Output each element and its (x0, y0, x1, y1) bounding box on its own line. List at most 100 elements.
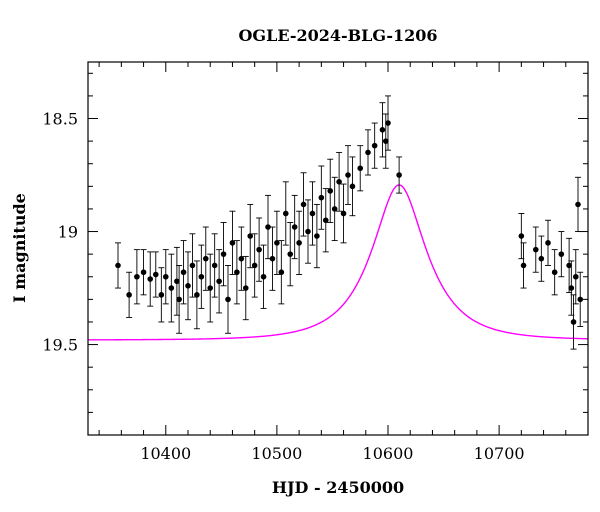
data-marker (379, 127, 386, 133)
data-marker (162, 273, 169, 280)
data-point (313, 203, 320, 269)
plot-frame (87, 61, 589, 436)
data-point (577, 271, 584, 327)
data-point (168, 253, 175, 323)
data-marker (345, 172, 351, 178)
data-marker (229, 240, 236, 246)
data-point (242, 255, 249, 321)
data-marker (211, 262, 218, 269)
data-point (260, 244, 267, 309)
data-marker (168, 285, 175, 291)
data-point (558, 231, 565, 278)
data-marker (340, 210, 347, 217)
data-point (229, 210, 236, 275)
data-point (520, 242, 527, 289)
data-point (162, 249, 169, 305)
x-axis-title: HJD - 2450000 (272, 478, 404, 497)
data-point (291, 194, 298, 260)
data-point (278, 240, 285, 305)
data-marker (185, 283, 191, 289)
data-marker (234, 269, 240, 276)
model-curve (88, 184, 588, 341)
data-marker (318, 194, 325, 201)
data-point (225, 265, 231, 334)
data-marker (220, 251, 227, 257)
data-point (265, 194, 271, 260)
axis-tick-labels: 10400 10500 10600 10700 18.5 19 19.5 (42, 110, 524, 463)
data-point (309, 181, 316, 246)
data-marker (265, 224, 271, 230)
data-marker (371, 142, 378, 149)
data-point (371, 122, 378, 169)
data-point (545, 219, 551, 266)
data-marker (532, 246, 539, 253)
data-point (318, 165, 325, 230)
data-point (147, 251, 154, 307)
data-point (551, 249, 558, 296)
data-point (133, 249, 140, 305)
data-marker (322, 217, 329, 224)
data-point (238, 226, 245, 291)
data-marker (518, 233, 525, 239)
data-marker (382, 138, 389, 144)
data-point (193, 260, 200, 330)
data-marker (520, 262, 527, 269)
chart-title: OGLE-2024-BLG-1206 (238, 26, 437, 45)
data-marker (575, 201, 581, 208)
data-marker (269, 255, 276, 262)
data-marker (216, 278, 222, 285)
plot-area (88, 95, 588, 350)
data-marker (158, 292, 165, 298)
data-point (340, 183, 347, 244)
data-marker (251, 262, 258, 269)
data-marker (225, 296, 231, 303)
data-marker (577, 296, 584, 303)
data-point (300, 172, 307, 237)
y-tick-label: 19 (58, 223, 78, 242)
data-marker (568, 285, 575, 291)
x-tick-label: 10600 (363, 444, 414, 463)
data-marker (140, 269, 147, 276)
data-point (336, 151, 343, 212)
data-point (296, 210, 303, 275)
data-marker (300, 201, 307, 208)
data-marker (538, 255, 545, 262)
data-point (152, 251, 159, 298)
data-marker (282, 210, 289, 217)
data-point (233, 240, 240, 305)
data-marker (152, 271, 159, 278)
data-marker (242, 285, 249, 291)
data-point (287, 222, 294, 287)
data-marker (256, 246, 262, 253)
data-marker (396, 172, 402, 178)
x-tick-label: 10700 (474, 444, 525, 463)
data-marker (545, 240, 551, 246)
data-marker (180, 269, 187, 276)
data-marker (198, 273, 205, 280)
data-marker (566, 262, 572, 269)
data-marker (327, 188, 334, 194)
data-marker (336, 179, 342, 185)
data-point (273, 210, 280, 275)
data-point (176, 265, 183, 334)
data-marker (357, 165, 364, 172)
data-point (538, 235, 545, 282)
data-point (256, 217, 263, 282)
data-point (140, 249, 147, 296)
data-point (345, 145, 351, 205)
data-point (322, 188, 329, 253)
data-marker (331, 206, 338, 212)
data-point (202, 226, 209, 291)
data-point (126, 271, 133, 318)
data-point (269, 226, 276, 291)
data-marker (274, 240, 280, 246)
data-marker (134, 273, 140, 280)
data-marker (238, 255, 245, 262)
data-point (331, 176, 338, 242)
data-point (115, 242, 121, 289)
y-tick-label: 18.5 (42, 110, 78, 129)
data-point (198, 244, 205, 309)
data-marker (570, 319, 577, 325)
data-marker (247, 233, 254, 239)
